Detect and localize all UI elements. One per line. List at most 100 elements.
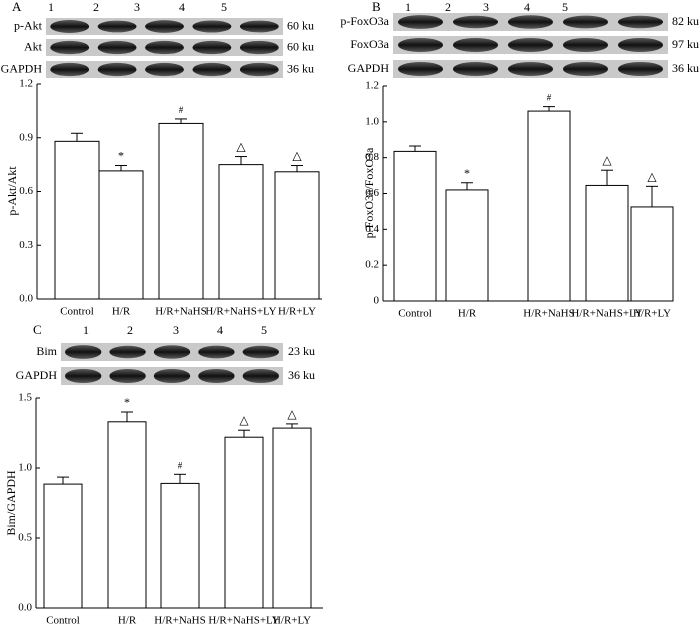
blot-band — [452, 15, 499, 29]
blot-band — [562, 37, 609, 53]
lane-number: 1 — [48, 0, 54, 14]
blot-band — [145, 20, 184, 33]
bar-chart-1: 0.0 0.3 0.6 0.9 1.2 p-Akt/Akt Control * H/R # H/R+… — [5, 78, 322, 318]
blot-panel-b: B 1 2 3 4 5 p-FoxO3a 82 ku FoxO3a 97 ku GAPDH 36 ku — [340, 0, 699, 78]
y-tick-label: 1.2 — [19, 78, 33, 90]
western-blot-layer: A 1 2 3 4 5 p-Akt 60 ku Akt 60 ku GAPDH 36 ku B 1 2 3 4 5… — [1, 0, 699, 385]
lane-number: 2 — [127, 323, 133, 337]
x-tick-label: H/R — [118, 615, 137, 625]
blot-protein-label: p-Akt — [14, 18, 43, 32]
y-tick-label: 0.9 — [19, 131, 33, 143]
x-tick-label: H/R+LY — [633, 308, 671, 320]
x-tick-label: H/R — [458, 308, 477, 320]
blot-band — [145, 40, 184, 55]
bar — [107, 421, 147, 609]
x-tick-label: H/R+NaHS+LY — [571, 308, 642, 320]
x-tick-label: H/R+NaHS+LY — [205, 306, 276, 318]
blot-size-label: 60 ku — [287, 18, 314, 32]
y-tick-label: 0 — [374, 295, 380, 307]
blot-size-label: 23 ku — [288, 344, 315, 358]
y-tick-label: 0.3 — [19, 239, 33, 251]
blot-band — [109, 345, 146, 359]
x-tick-label: H/R+NaHS — [155, 306, 206, 318]
blot-size-label: 36 ku — [288, 368, 315, 382]
bar — [393, 150, 437, 302]
blot-band — [153, 368, 191, 384]
blot-band — [242, 345, 280, 359]
blot-panel-c: C 1 2 3 4 5 Bim 23 ku GAPDH 36 ku — [16, 322, 315, 385]
y-tick-label: 0.5 — [18, 532, 32, 544]
bar — [445, 189, 489, 302]
blot-band — [507, 37, 554, 53]
blot-protein-label: Akt — [24, 39, 43, 53]
blot-band — [507, 15, 554, 29]
lane-number: 4 — [217, 323, 223, 337]
significance-marker: △ — [602, 153, 612, 167]
blot-band — [64, 368, 102, 384]
blot-band — [617, 61, 664, 77]
blot-size-label: 36 ku — [287, 61, 314, 75]
blot-band — [192, 40, 232, 55]
blot-band — [507, 61, 554, 77]
y-tick-label: 0.2 — [365, 259, 379, 271]
blot-protein-label: FoxO3a — [350, 37, 389, 51]
panel-letter: B — [372, 0, 381, 14]
blot-protein-label: p-FoxO3a — [340, 14, 389, 28]
panel-letter: A — [12, 0, 22, 14]
blot-band — [242, 368, 280, 384]
blot-band — [64, 345, 102, 359]
blot-size-label: 60 ku — [287, 39, 314, 53]
blot-band — [239, 40, 279, 55]
y-tick-label: 0.8 — [365, 151, 379, 163]
blot-panel-a: A 1 2 3 4 5 p-Akt 60 ku Akt 60 ku GAPDH 36 ku — [1, 0, 314, 78]
x-tick-label: H/R — [112, 306, 131, 318]
blot-band — [192, 20, 232, 33]
blot-band — [97, 40, 137, 55]
lane-number: 5 — [562, 0, 568, 14]
x-tick-label: Control — [46, 615, 80, 625]
y-axis-label: Bim/GAPDH — [4, 470, 18, 536]
bar — [218, 164, 264, 300]
blot-band — [50, 62, 90, 77]
x-tick-label: H/R+NaHS+LY — [208, 615, 279, 625]
panel-letter: C — [33, 322, 42, 337]
y-tick-label: 1.0 — [18, 462, 32, 474]
significance-marker: △ — [292, 149, 302, 163]
lane-number: 4 — [179, 0, 185, 14]
bar — [585, 184, 629, 302]
blot-protein-label: GAPDH — [348, 61, 390, 75]
bar — [98, 170, 144, 300]
lane-number: 2 — [93, 0, 99, 14]
y-tick-label: 0.0 — [19, 293, 33, 305]
lane-number: 5 — [261, 323, 267, 337]
blot-band — [562, 15, 609, 29]
lane-number: 5 — [221, 0, 227, 14]
significance-marker: * — [124, 395, 130, 409]
bar — [54, 140, 100, 300]
lane-number: 1 — [83, 323, 89, 337]
blot-band — [50, 40, 90, 55]
blot-band — [109, 368, 146, 384]
bar — [224, 436, 264, 609]
significance-marker: △ — [287, 407, 297, 421]
significance-marker: * — [118, 149, 124, 163]
blot-band — [452, 61, 499, 77]
lane-number: 2 — [445, 0, 451, 14]
blot-band — [617, 37, 664, 53]
x-tick-label: H/R+NaHS — [523, 308, 574, 320]
significance-marker: # — [178, 460, 183, 470]
significance-marker: △ — [236, 140, 246, 154]
x-tick-label: Control — [398, 308, 432, 320]
bar — [43, 483, 83, 609]
significance-marker: * — [464, 166, 470, 180]
blot-band — [198, 368, 235, 384]
blot-band — [239, 20, 279, 33]
significance-marker: # — [179, 105, 184, 115]
blot-band — [617, 15, 664, 29]
y-tick-label: 0.4 — [365, 223, 379, 235]
blot-size-label: 82 ku — [672, 14, 699, 28]
lane-number: 3 — [483, 0, 489, 14]
lane-number: 4 — [524, 0, 530, 14]
blot-band — [562, 61, 609, 77]
